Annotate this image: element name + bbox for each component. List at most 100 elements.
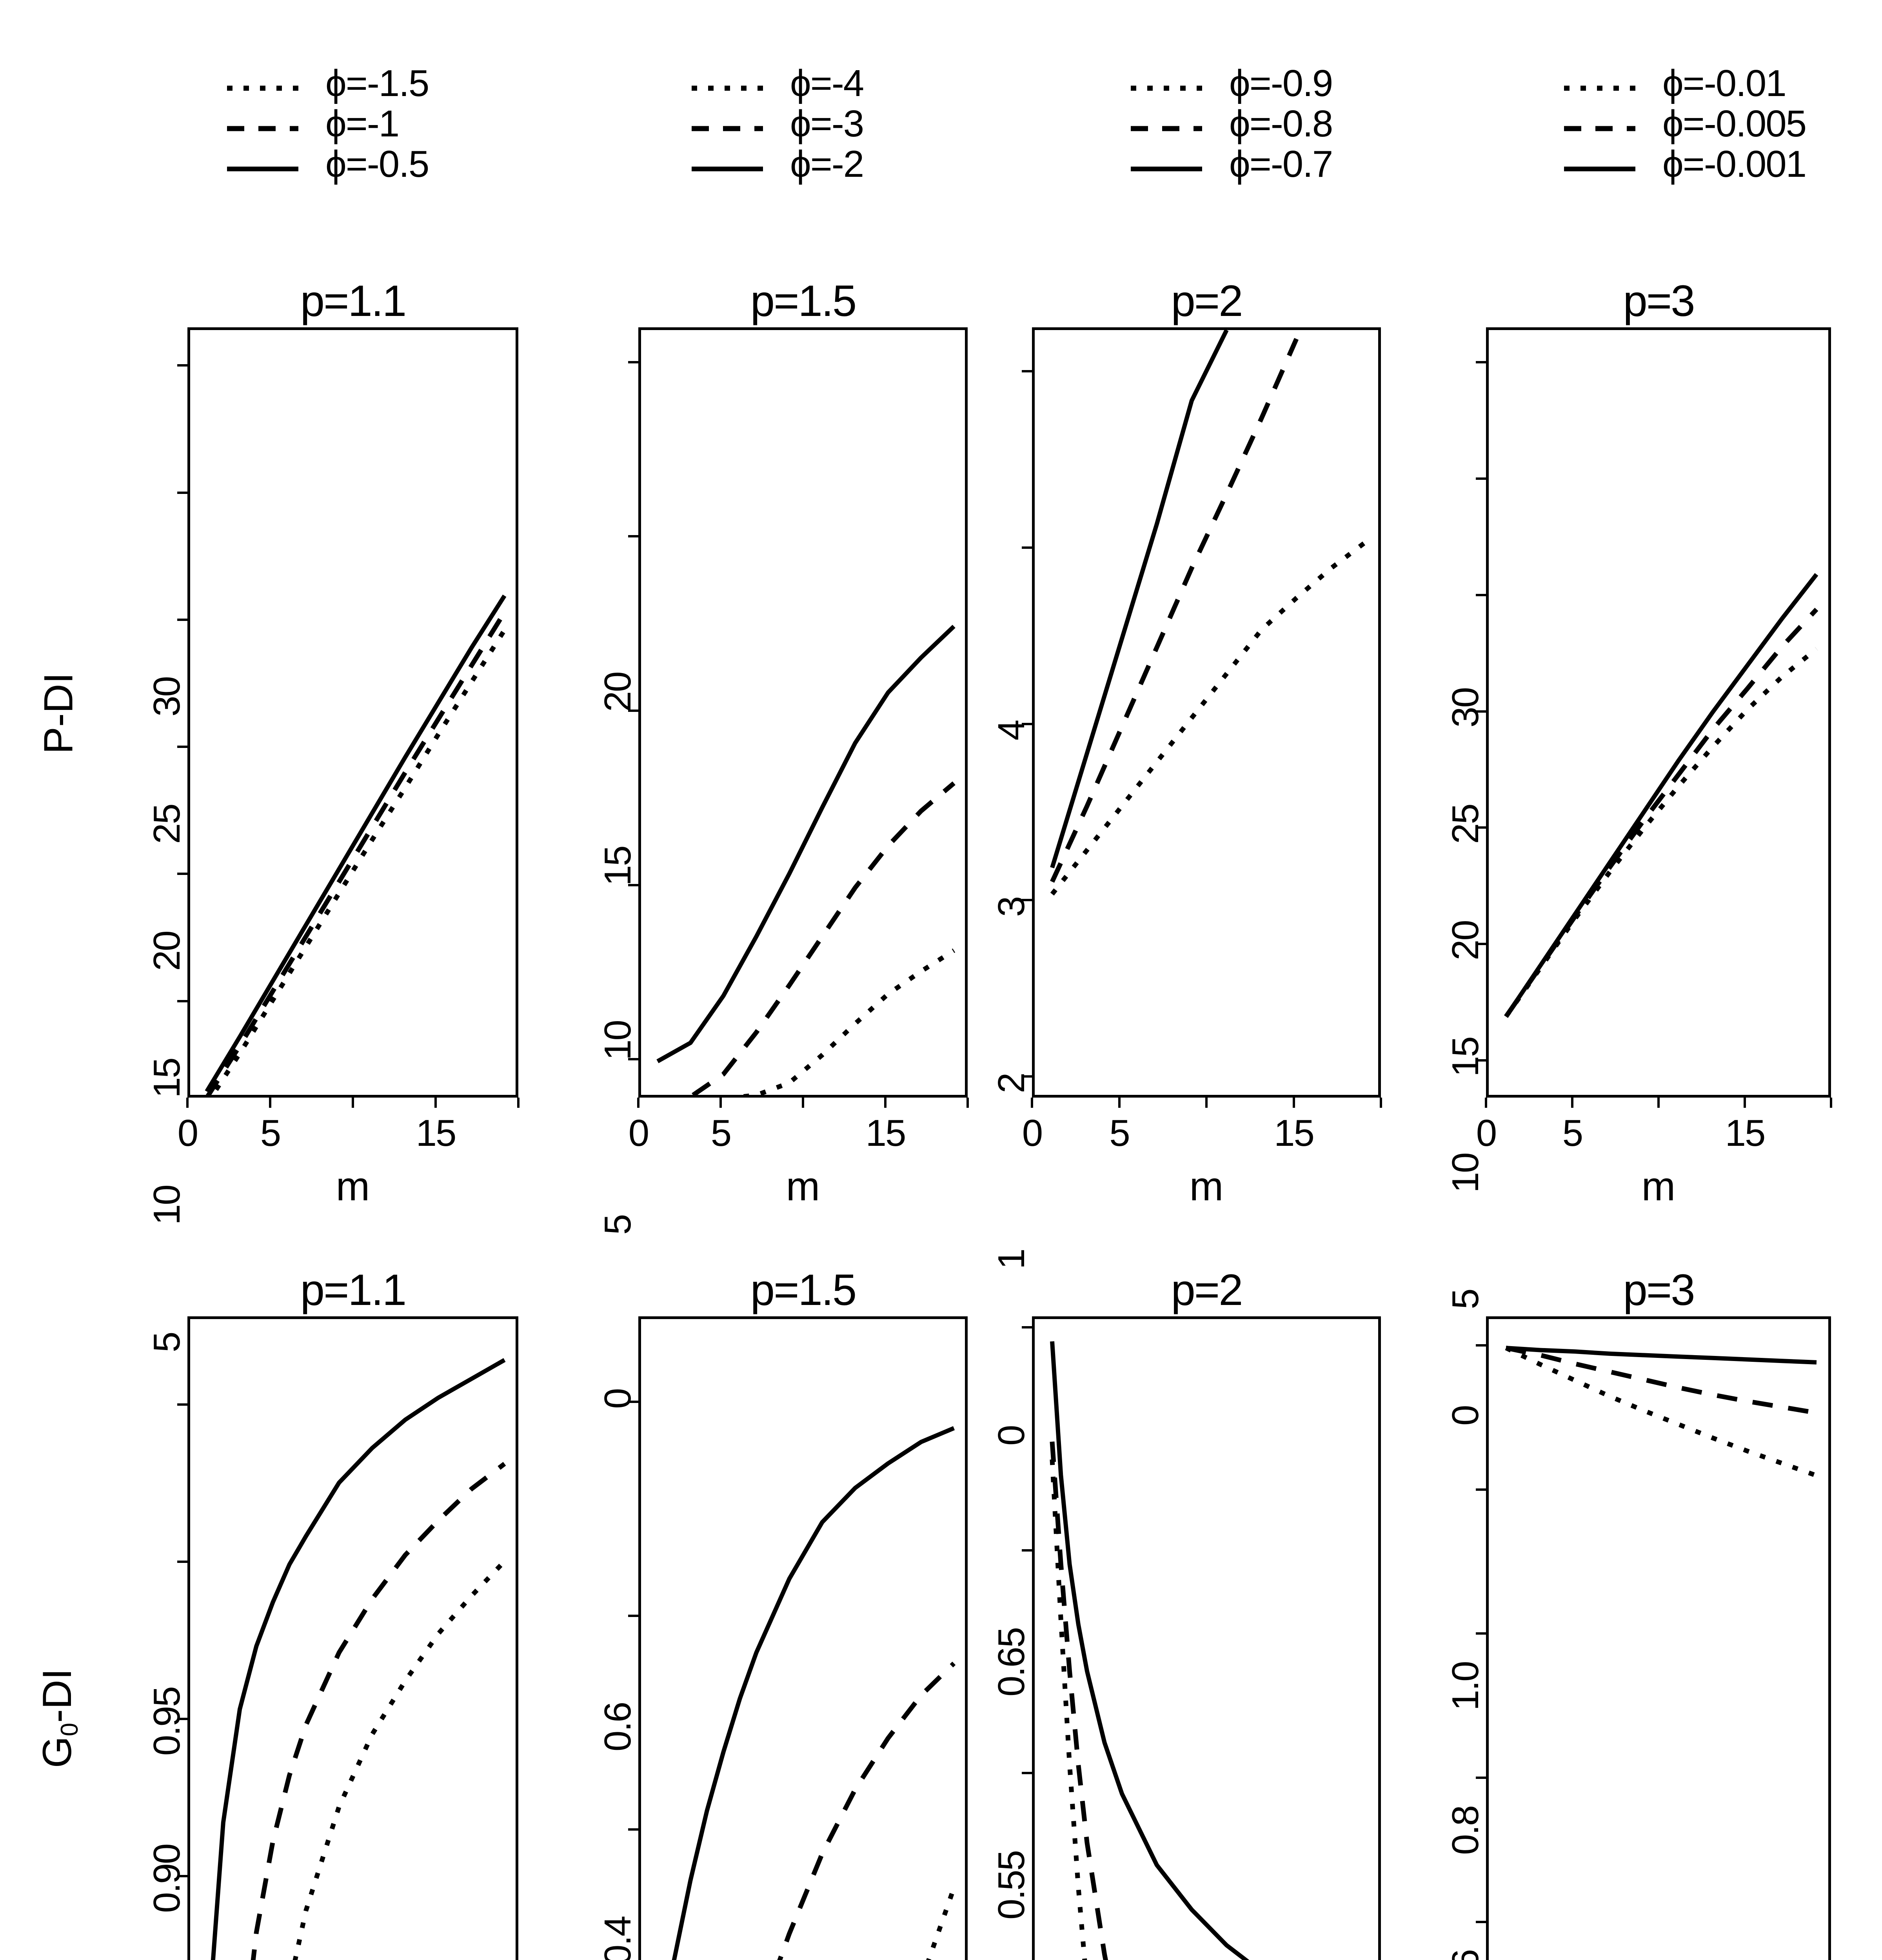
legend-label: ϕ=-0.001 [1662, 143, 1807, 185]
y-tick-label: 20 [597, 672, 639, 712]
panel-title: p=1.5 [750, 276, 857, 325]
plot-area [1032, 1316, 1381, 1960]
y-tick-mark [1022, 1549, 1032, 1552]
x-tick-label: 15 [416, 1112, 457, 1154]
plot-area [638, 1316, 968, 1960]
panel-title: p=2 [1171, 276, 1243, 325]
y-tick-mark [1476, 943, 1486, 946]
legend-label: ϕ=-0.8 [1229, 103, 1333, 145]
legend-label: ϕ=-0.7 [1229, 143, 1333, 185]
x-tick-label: 0 [177, 1112, 198, 1154]
legend-line-sample-solid [1129, 147, 1204, 191]
y-tick-mark [177, 1875, 187, 1878]
panel-title: p=1.1 [300, 1265, 407, 1314]
y-tick-mark [1022, 1772, 1032, 1775]
y-tick-mark [1476, 1777, 1486, 1779]
x-axis-title: m [786, 1164, 820, 1209]
x-tick-label: 5 [260, 1112, 281, 1154]
legend-line-sample-dotted [1129, 67, 1204, 110]
x-tick-mark [637, 1098, 639, 1108]
legend-line-sample-dotted [225, 67, 300, 110]
y-tick-label: 1.0 [1444, 1662, 1486, 1711]
y-tick-mark [628, 535, 638, 538]
legend-label: ϕ=-2 [790, 143, 864, 185]
y-tick-label: 0.65 [990, 1628, 1032, 1697]
y-tick-mark [628, 884, 638, 886]
y-tick-mark [1476, 1059, 1486, 1062]
y-tick-mark [1476, 1632, 1486, 1635]
y-tick-mark [1476, 1921, 1486, 1924]
row-label-bottom-rest: -DI [34, 1668, 80, 1723]
y-tick-mark [628, 1614, 638, 1617]
x-tick-mark [884, 1098, 887, 1108]
plot-panel-p-di-p1.1: p=1.1 5 10 15 20 25 30 0 5 15 m [146, 276, 520, 1352]
x-tick-mark [719, 1098, 722, 1108]
plot-panel-g0-di-p1.1: p=1.10.750.800.850.900.950515m [146, 1265, 518, 1960]
plot-panel-g0-di-p2: p=20.350.450.550.650515m [990, 1265, 1381, 1960]
y-tick-mark [628, 710, 638, 712]
legend-line-sample-dashed [225, 107, 300, 150]
y-tick-mark [177, 873, 187, 875]
panel-title: p=3 [1623, 276, 1695, 325]
legend-line-sample-solid [690, 147, 765, 191]
y-tick-mark [1476, 593, 1486, 596]
x-tick-mark [1571, 1098, 1573, 1108]
plot-area [187, 327, 518, 1098]
x-tick-mark [1118, 1098, 1121, 1108]
x-tick-mark [966, 1098, 969, 1108]
legend-line-sample-dashed [1129, 107, 1204, 150]
panel-title: p=1.1 [300, 276, 407, 325]
y-tick-mark [1476, 1344, 1486, 1347]
legend-label: ϕ=-0.01 [1662, 62, 1787, 104]
x-tick-mark [1830, 1098, 1832, 1108]
x-tick-mark [517, 1098, 520, 1108]
y-tick-mark [1476, 477, 1486, 480]
y-tick-label: 30 [1444, 688, 1486, 728]
x-tick-mark [1380, 1098, 1382, 1108]
x-tick-mark [1292, 1098, 1295, 1108]
y-tick-mark [177, 364, 187, 367]
x-tick-label: 0 [628, 1112, 649, 1154]
x-tick-mark [1744, 1098, 1746, 1108]
legend-label: ϕ=-1.5 [325, 62, 429, 104]
x-axis-title: m [1189, 1164, 1224, 1209]
y-tick-mark [1476, 361, 1486, 364]
y-tick-label: 4 [990, 721, 1032, 741]
plot-area [1032, 327, 1381, 1098]
x-tick-mark [1485, 1098, 1487, 1108]
y-tick-mark [1476, 826, 1486, 829]
legend-label: ϕ=-4 [790, 62, 864, 104]
y-tick-mark [1022, 722, 1032, 725]
y-tick-mark [177, 1560, 187, 1563]
y-tick-mark [628, 361, 638, 363]
x-tick-mark [434, 1098, 437, 1108]
plot-area [638, 327, 968, 1098]
panel-title: p=3 [1623, 1265, 1695, 1314]
y-tick-mark [177, 746, 187, 748]
plot-area [1486, 327, 1831, 1098]
y-tick-mark [1022, 1326, 1032, 1329]
row-label-bottom-sub: 0 [56, 1722, 84, 1737]
legend-line-sample-dotted [690, 67, 765, 110]
y-tick-mark [1022, 370, 1032, 373]
y-tick-mark [628, 1058, 638, 1061]
y-tick-label: 0.6 [597, 1702, 639, 1752]
legend-label: ϕ=-1 [325, 103, 400, 145]
plot-panel-p-di-p1.5: p=1.5 0 5 10 15 20 0 5 15 m [597, 276, 969, 1409]
x-tick-label: 5 [710, 1112, 732, 1154]
x-tick-label: 0 [1022, 1112, 1043, 1154]
plot-area [187, 1316, 518, 1960]
plot-panel-g0-di-p1.5: p=1.50.00.20.40.60515m [597, 1265, 968, 1960]
y-tick-mark [1022, 1075, 1032, 1078]
legend-line-sample-dashed [690, 107, 765, 150]
row-label-top: P-DI [36, 672, 82, 754]
legend-block: ϕ=-1.5 ϕ=-1 ϕ=-0.5 ϕ=-4 ϕ=-3 ϕ=-2 ϕ=-0.9 ϕ=-0.8… [0, 0, 1882, 243]
panel-title: p=2 [1171, 1265, 1243, 1314]
y-tick-mark [177, 618, 187, 621]
legend-label: ϕ=-0.005 [1662, 103, 1807, 145]
x-tick-label: 0 [1476, 1112, 1497, 1154]
y-tick-mark [628, 1828, 638, 1831]
x-axis-title: m [336, 1164, 370, 1209]
y-tick-mark [1476, 1488, 1486, 1491]
